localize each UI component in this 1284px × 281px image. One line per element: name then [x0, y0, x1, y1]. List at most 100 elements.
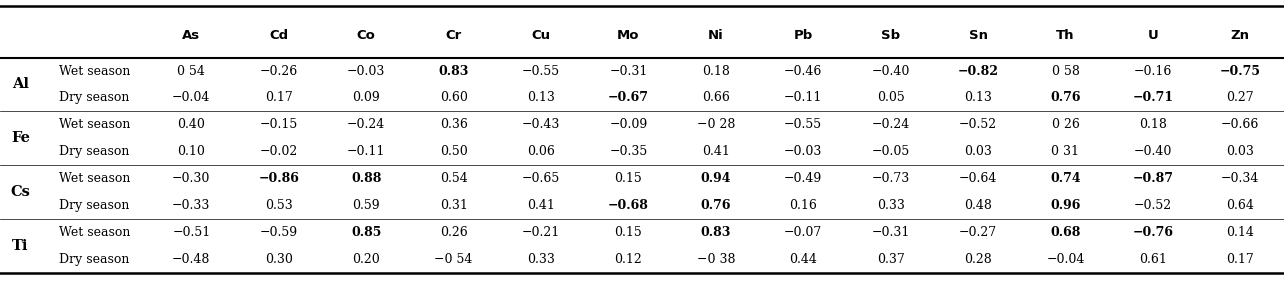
Text: 0.05: 0.05 — [877, 91, 904, 105]
Text: −0.11: −0.11 — [347, 145, 385, 158]
Text: 0.40: 0.40 — [177, 118, 205, 131]
Text: −0.40: −0.40 — [872, 65, 910, 78]
Text: 0.61: 0.61 — [1139, 253, 1167, 266]
Text: Cr: Cr — [446, 29, 462, 42]
Text: 0.60: 0.60 — [439, 91, 467, 105]
Text: −0.35: −0.35 — [610, 145, 647, 158]
Text: −0.59: −0.59 — [259, 226, 298, 239]
Text: Wet season: Wet season — [59, 172, 130, 185]
Text: 0.68: 0.68 — [1050, 226, 1081, 239]
Text: 0.36: 0.36 — [439, 118, 467, 131]
Text: 0.14: 0.14 — [1226, 226, 1254, 239]
Text: 0.88: 0.88 — [351, 172, 381, 185]
Text: 0.96: 0.96 — [1050, 199, 1081, 212]
Text: 0 54: 0 54 — [177, 65, 205, 78]
Text: −0.86: −0.86 — [258, 172, 299, 185]
Text: 0.44: 0.44 — [790, 253, 817, 266]
Text: Pb: Pb — [794, 29, 813, 42]
Text: 0.41: 0.41 — [702, 145, 729, 158]
Text: −0.31: −0.31 — [609, 65, 647, 78]
Text: Ti: Ti — [13, 239, 28, 253]
Text: 0.06: 0.06 — [526, 145, 555, 158]
Text: 0.16: 0.16 — [790, 199, 817, 212]
Text: Fe: Fe — [12, 131, 30, 145]
Text: 0.03: 0.03 — [1226, 145, 1254, 158]
Text: 0.53: 0.53 — [265, 199, 293, 212]
Text: −0.15: −0.15 — [259, 118, 298, 131]
Text: −0.48: −0.48 — [172, 253, 211, 266]
Text: −0.21: −0.21 — [521, 226, 560, 239]
Text: 0.30: 0.30 — [265, 253, 293, 266]
Text: −0.71: −0.71 — [1132, 91, 1174, 105]
Text: 0.94: 0.94 — [701, 172, 731, 185]
Text: 0.76: 0.76 — [701, 199, 731, 212]
Text: 0 26: 0 26 — [1052, 118, 1080, 131]
Text: Wet season: Wet season — [59, 118, 130, 131]
Text: −0.87: −0.87 — [1132, 172, 1174, 185]
Text: −0.43: −0.43 — [521, 118, 560, 131]
Text: −0.34: −0.34 — [1221, 172, 1260, 185]
Text: −0.04: −0.04 — [1046, 253, 1085, 266]
Text: 0.54: 0.54 — [439, 172, 467, 185]
Text: Co: Co — [357, 29, 376, 42]
Text: Sb: Sb — [881, 29, 900, 42]
Text: −0.64: −0.64 — [959, 172, 998, 185]
Text: Cs: Cs — [10, 185, 31, 199]
Text: 0 31: 0 31 — [1052, 145, 1080, 158]
Text: −0.03: −0.03 — [347, 65, 385, 78]
Text: −0.16: −0.16 — [1134, 65, 1172, 78]
Text: −0.09: −0.09 — [610, 118, 647, 131]
Text: 0.15: 0.15 — [615, 172, 642, 185]
Text: 0.09: 0.09 — [352, 91, 380, 105]
Text: 0.83: 0.83 — [438, 65, 469, 78]
Text: −0.52: −0.52 — [959, 118, 998, 131]
Text: 0 58: 0 58 — [1052, 65, 1080, 78]
Text: −0.66: −0.66 — [1221, 118, 1260, 131]
Text: 0.27: 0.27 — [1226, 91, 1254, 105]
Text: 0.41: 0.41 — [526, 199, 555, 212]
Text: 0.33: 0.33 — [877, 199, 905, 212]
Text: −0.76: −0.76 — [1132, 226, 1174, 239]
Text: Dry season: Dry season — [59, 253, 130, 266]
Text: Cu: Cu — [532, 29, 551, 42]
Text: −0 38: −0 38 — [697, 253, 734, 266]
Text: 0.50: 0.50 — [439, 145, 467, 158]
Text: Dry season: Dry season — [59, 199, 130, 212]
Text: Dry season: Dry season — [59, 91, 130, 105]
Text: −0.75: −0.75 — [1220, 65, 1261, 78]
Text: −0.24: −0.24 — [347, 118, 385, 131]
Text: 0.37: 0.37 — [877, 253, 904, 266]
Text: 0.26: 0.26 — [439, 226, 467, 239]
Text: 0.59: 0.59 — [352, 199, 380, 212]
Text: −0.65: −0.65 — [521, 172, 560, 185]
Text: As: As — [182, 29, 200, 42]
Text: −0.46: −0.46 — [785, 65, 823, 78]
Text: −0.52: −0.52 — [1134, 199, 1172, 212]
Text: 0.18: 0.18 — [1139, 118, 1167, 131]
Text: Th: Th — [1057, 29, 1075, 42]
Text: 0.03: 0.03 — [964, 145, 993, 158]
Text: −0.30: −0.30 — [172, 172, 211, 185]
Text: −0.03: −0.03 — [785, 145, 823, 158]
Text: 0.13: 0.13 — [526, 91, 555, 105]
Text: 0.66: 0.66 — [702, 91, 729, 105]
Text: −0 54: −0 54 — [434, 253, 473, 266]
Text: −0.24: −0.24 — [872, 118, 910, 131]
Text: −0.02: −0.02 — [259, 145, 298, 158]
Text: 0.74: 0.74 — [1050, 172, 1081, 185]
Text: 0.20: 0.20 — [352, 253, 380, 266]
Text: Wet season: Wet season — [59, 226, 130, 239]
Text: Ni: Ni — [707, 29, 724, 42]
Text: −0.05: −0.05 — [872, 145, 910, 158]
Text: 0.48: 0.48 — [964, 199, 993, 212]
Text: −0.51: −0.51 — [172, 226, 211, 239]
Text: −0.04: −0.04 — [172, 91, 211, 105]
Text: −0.26: −0.26 — [259, 65, 298, 78]
Text: 0.28: 0.28 — [964, 253, 993, 266]
Text: −0.55: −0.55 — [785, 118, 822, 131]
Text: 0.17: 0.17 — [1226, 253, 1254, 266]
Text: 0.33: 0.33 — [526, 253, 555, 266]
Text: 0.13: 0.13 — [964, 91, 993, 105]
Text: −0.49: −0.49 — [785, 172, 822, 185]
Text: −0.82: −0.82 — [958, 65, 999, 78]
